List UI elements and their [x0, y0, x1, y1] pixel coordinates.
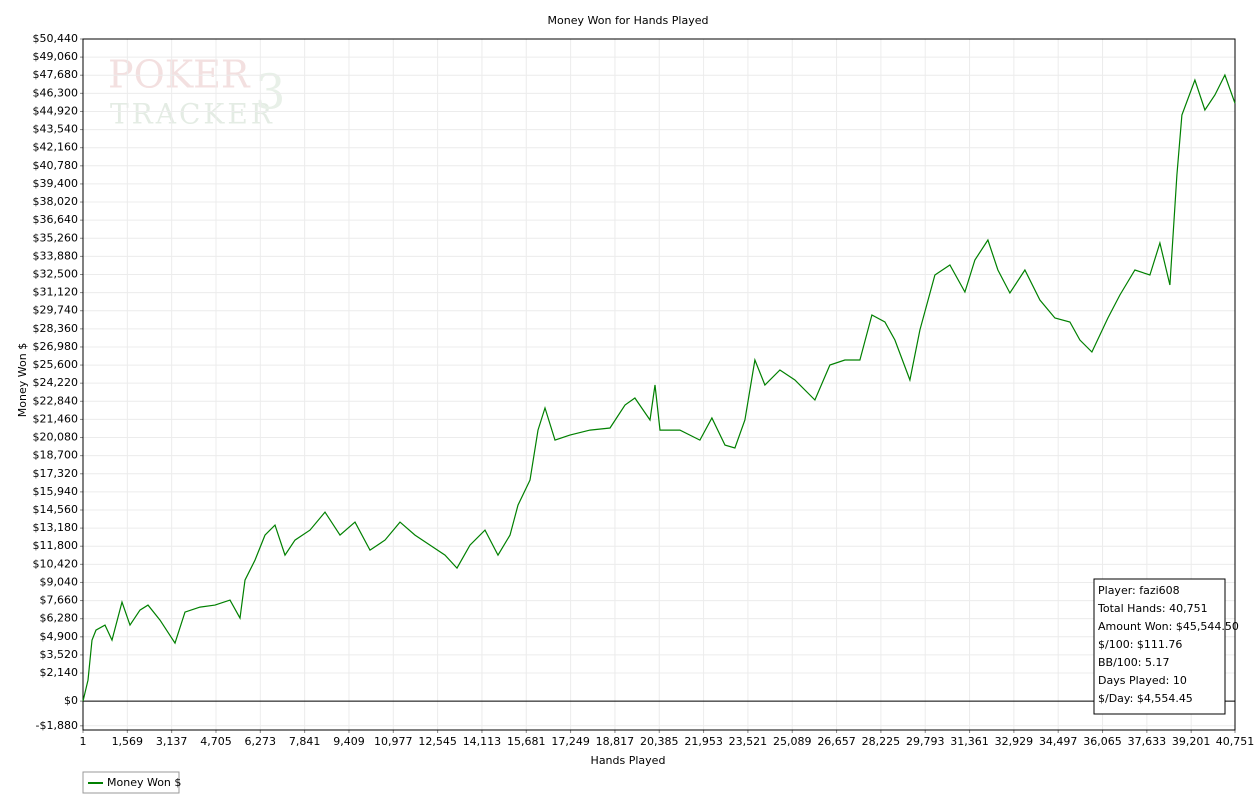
x-tick-label: 37,633 [1128, 735, 1167, 748]
y-tick-label: $33,880 [33, 249, 79, 262]
y-tick-label: -$1,880 [36, 719, 78, 732]
x-tick-label: 36,065 [1083, 735, 1122, 748]
x-tick-label: 26,657 [817, 735, 856, 748]
y-tick-label: $44,920 [33, 104, 79, 117]
y-tick-label: $39,400 [33, 177, 79, 190]
y-tick-label: $32,500 [33, 267, 79, 280]
x-tick-label: 10,977 [374, 735, 413, 748]
y-tick-label: $28,360 [33, 322, 79, 335]
watermark: 3 [255, 65, 286, 121]
legend-label: Money Won $ [107, 776, 181, 789]
y-tick-label: $47,680 [33, 68, 79, 81]
x-tick-label: 28,225 [862, 735, 901, 748]
chart-title: Money Won for Hands Played [548, 14, 709, 27]
x-tick-label: 40,751 [1216, 735, 1255, 748]
y-tick-label: $11,800 [33, 539, 79, 552]
y-tick-label: $43,540 [33, 123, 79, 136]
x-tick-label: 3,137 [156, 735, 188, 748]
x-axis-label: Hands Played [591, 754, 666, 767]
x-tick-label: 1,569 [112, 735, 144, 748]
y-tick-label: $17,320 [33, 467, 79, 480]
y-tick-label: $35,260 [33, 231, 79, 244]
y-tick-label: $6,280 [40, 612, 79, 625]
x-tick-label: 32,929 [995, 735, 1034, 748]
y-tick-label: $13,180 [33, 521, 79, 534]
info-text: BB/100: 5.17 [1098, 656, 1170, 669]
x-tick-label: 31,361 [950, 735, 989, 748]
y-tick-label: $22,840 [33, 394, 79, 407]
y-tick-label: $38,020 [33, 195, 79, 208]
info-text: Amount Won: $45,544.50 [1098, 620, 1239, 633]
x-tick-label: 34,497 [1039, 735, 1078, 748]
x-tick-label: 29,793 [906, 735, 945, 748]
info-text: $/Day: $4,554.45 [1098, 692, 1193, 705]
y-axis-label: Money Won $ [16, 343, 29, 417]
y-tick-label: $18,700 [33, 449, 79, 462]
y-tick-label: $15,940 [33, 485, 79, 498]
x-tick-label: 21,953 [684, 735, 723, 748]
info-text: $/100: $111.76 [1098, 638, 1182, 651]
watermark: POKER [108, 53, 251, 97]
x-tick-label: 15,681 [507, 735, 546, 748]
y-tick-label: $31,120 [33, 286, 79, 299]
y-tick-label: $29,740 [33, 304, 79, 317]
info-text: Days Played: 10 [1098, 674, 1187, 687]
x-tick-label: 6,273 [245, 735, 277, 748]
x-tick-label: 20,385 [640, 735, 679, 748]
x-tick-label: 7,841 [289, 735, 321, 748]
plot-frame [82, 38, 1236, 731]
x-tick-label: 39,201 [1172, 735, 1211, 748]
info-text: Player: fazi608 [1098, 584, 1180, 597]
x-tick-label: 23,521 [729, 735, 768, 748]
x-tick-label: 12,545 [418, 735, 457, 748]
y-tick-label: $0 [64, 694, 78, 707]
x-tick-label: 18,817 [596, 735, 635, 748]
x-tick-label: 4,705 [200, 735, 232, 748]
x-tick-label: 17,249 [551, 735, 590, 748]
y-tick-label: $46,300 [33, 86, 79, 99]
y-tick-label: $24,220 [33, 376, 79, 389]
y-tick-label: $3,520 [40, 648, 79, 661]
y-tick-label: $50,440 [33, 32, 79, 45]
y-tick-label: $7,660 [40, 594, 79, 607]
y-tick-label: $14,560 [33, 503, 79, 516]
info-box [1093, 578, 1226, 715]
x-tick-label: 14,113 [463, 735, 502, 748]
y-tick-label: $49,060 [33, 50, 79, 63]
y-tick-label: $25,600 [33, 358, 79, 371]
y-tick-label: $4,900 [40, 630, 79, 643]
y-tick-label: $10,420 [33, 557, 79, 570]
y-tick-label: $20,080 [33, 431, 79, 444]
y-tick-label: $2,140 [40, 666, 79, 679]
series-line [82, 73, 1236, 702]
y-tick-label: $42,160 [33, 141, 79, 154]
x-tick-label: 25,089 [773, 735, 812, 748]
info-text: Total Hands: 40,751 [1097, 602, 1208, 615]
y-tick-label: $36,640 [33, 213, 79, 226]
watermark: TRACKER [110, 98, 275, 131]
legend-box [82, 771, 180, 794]
x-tick-label: 9,409 [333, 735, 365, 748]
y-tick-label: $26,980 [33, 340, 79, 353]
y-tick-label: $40,780 [33, 159, 79, 172]
y-tick-label: $9,040 [40, 575, 79, 588]
y-tick-label: $21,460 [33, 412, 79, 425]
x-tick-label: 1 [80, 735, 87, 748]
